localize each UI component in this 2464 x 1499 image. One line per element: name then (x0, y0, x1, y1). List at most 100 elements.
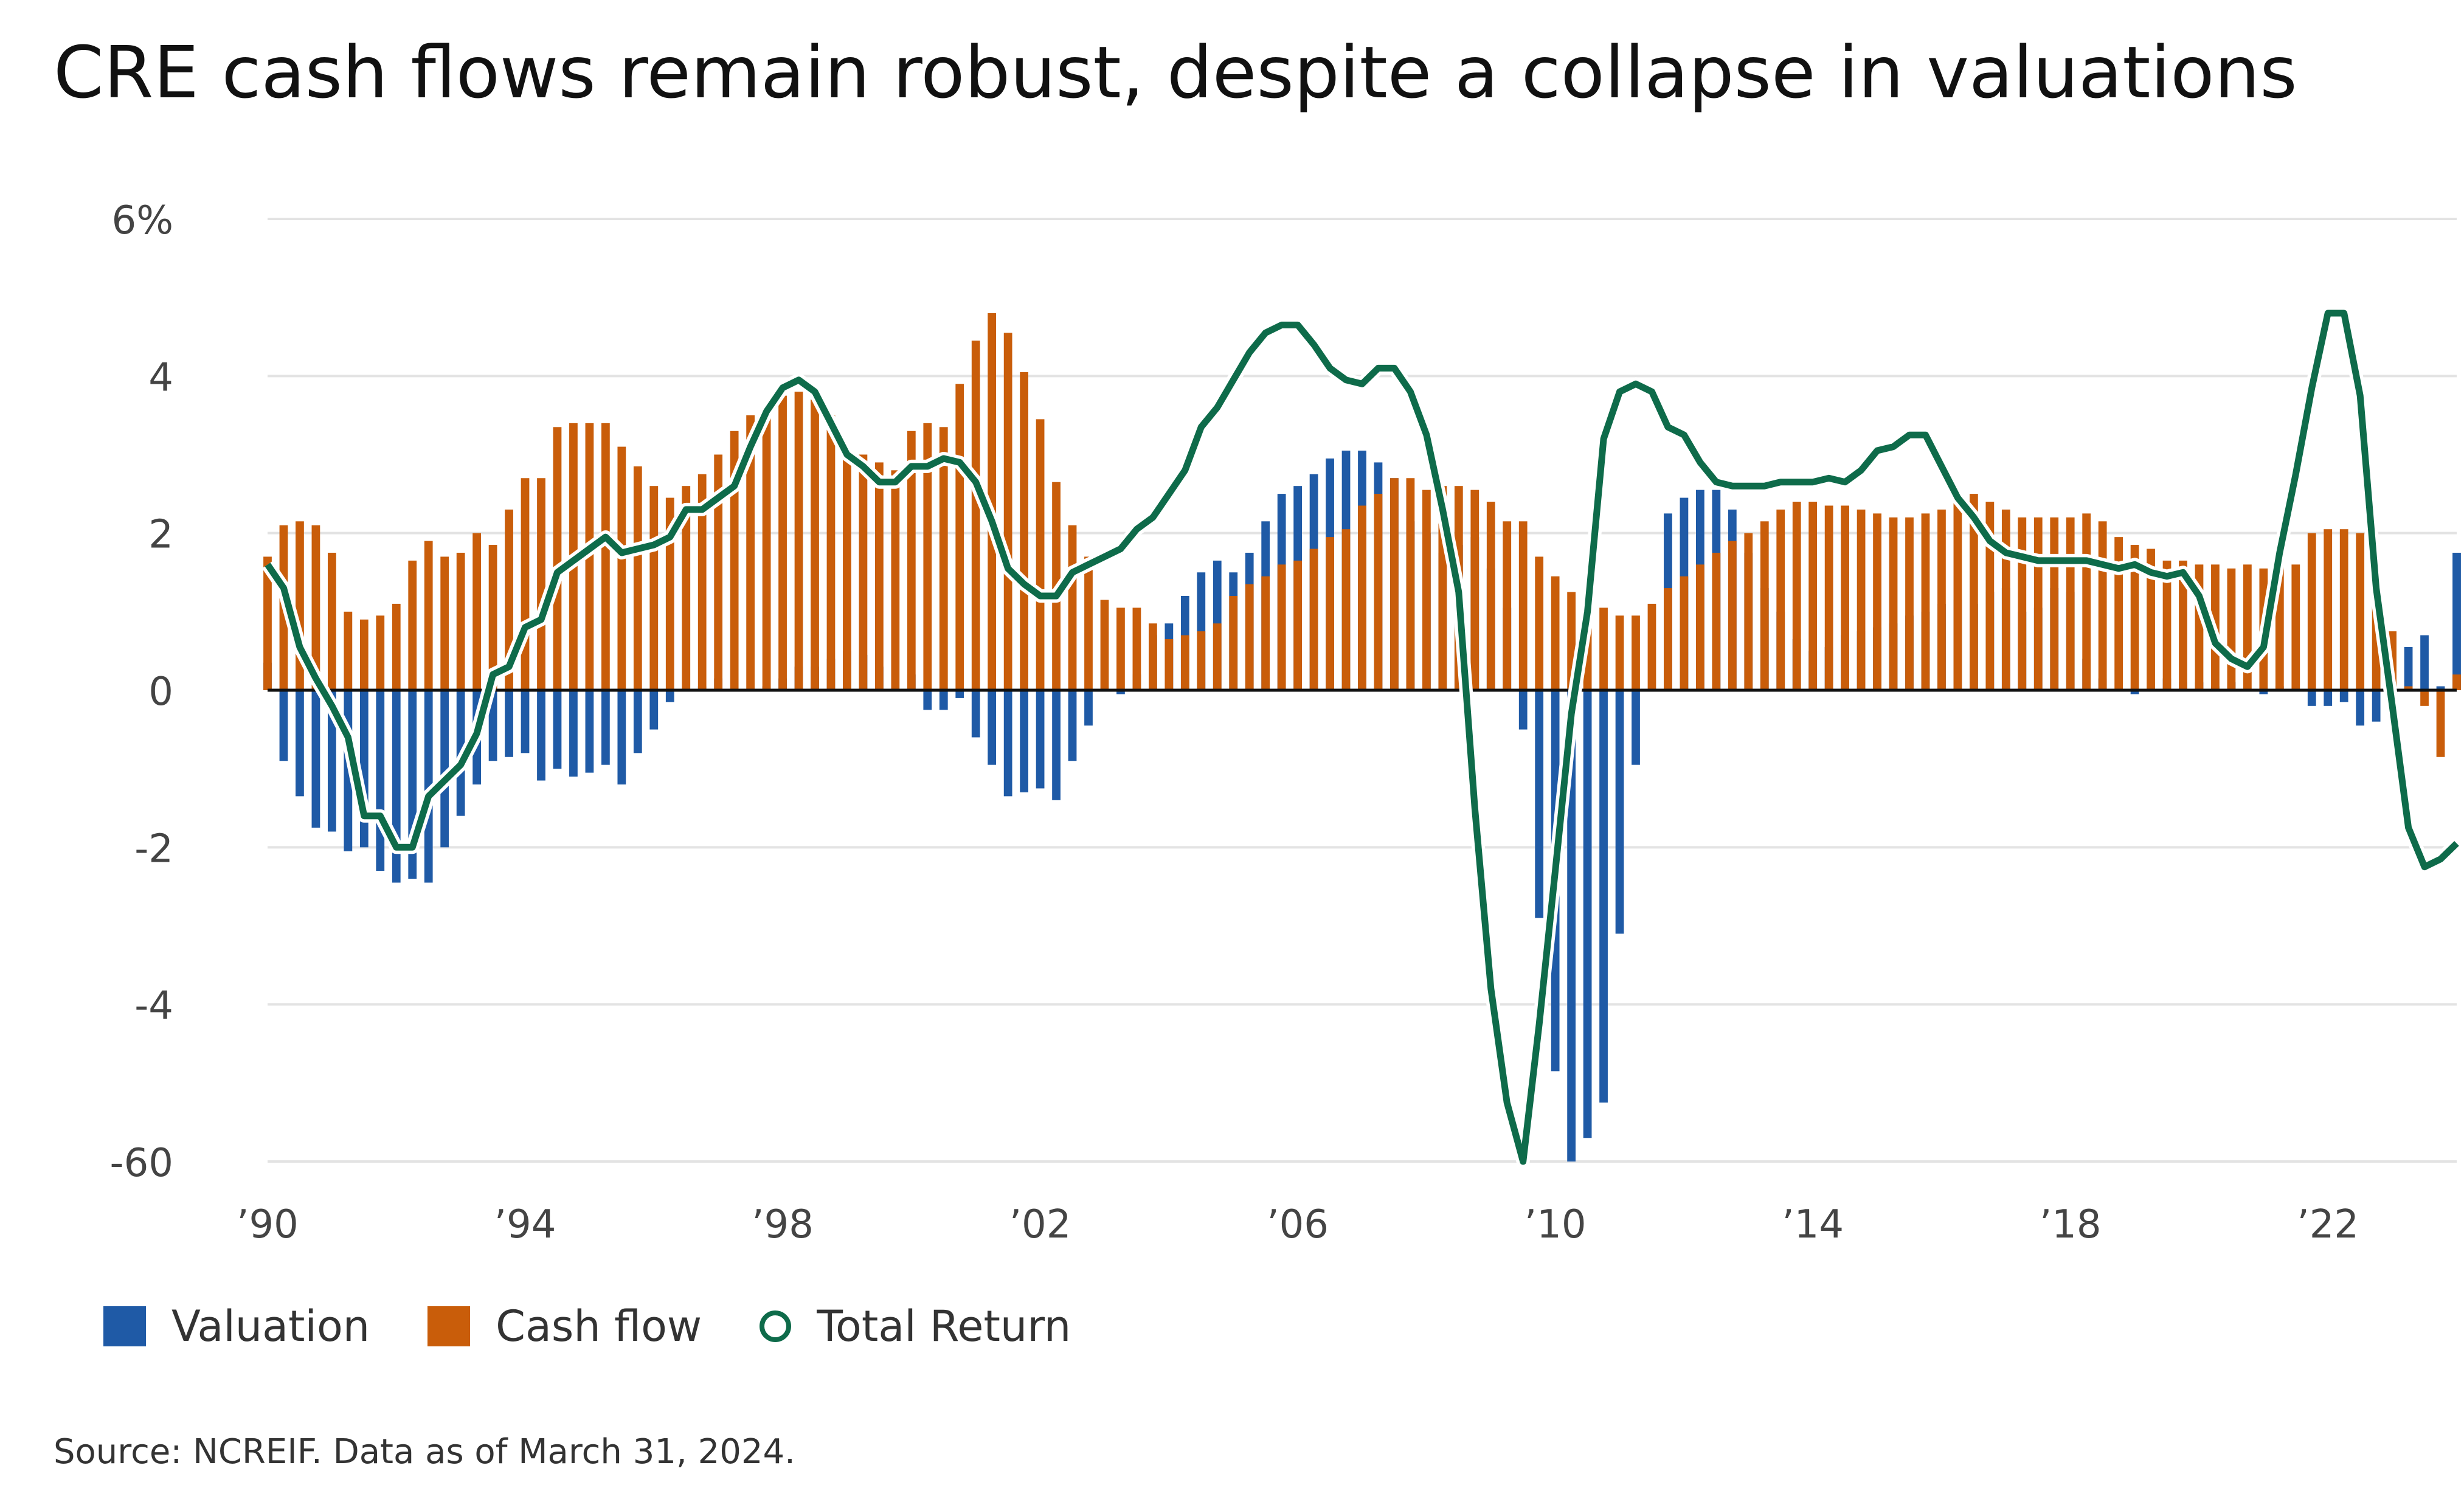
legend: Valuation Cash flow Total Return (103, 1301, 1129, 1351)
cash-flow-bar (1116, 608, 1125, 690)
cash-flow-bar (1744, 533, 1753, 690)
cash-flow-bar (1696, 564, 1704, 690)
cash-flow-bar (2033, 517, 2043, 690)
valuation-bar (1567, 690, 1576, 1161)
y-tick-label: -4 (134, 984, 173, 1029)
cash-flow-bar (1341, 529, 1351, 690)
cash-flow-bar (939, 427, 948, 690)
valuation-bar (521, 690, 530, 753)
cash-flow-bar (1374, 494, 1383, 690)
x-tick-label: ’98 (752, 1202, 814, 1247)
valuation-bar (2339, 690, 2348, 702)
cash-flow-bar (682, 486, 691, 690)
cash-flow-bar (2404, 686, 2413, 690)
valuation-bar (505, 690, 513, 757)
valuation-bar (955, 690, 964, 698)
cash-flow-bar (2082, 513, 2091, 690)
cash-flow-bar (1165, 639, 1174, 690)
cash-flow-bar (826, 415, 836, 690)
cash-flow-bar (1518, 521, 1528, 690)
cash-flow-bar (1664, 588, 1672, 690)
valuation-bar (2130, 690, 2139, 694)
cash-flow-bar (2114, 537, 2123, 690)
x-tick-label: ’22 (2297, 1202, 2359, 1247)
legend-label-total-return: Total Return (817, 1301, 1071, 1351)
cash-flow-bar (1728, 541, 1737, 690)
cash-flow-bar (971, 341, 980, 690)
valuation-bar (279, 690, 288, 761)
cash-flow-bar (1503, 521, 1512, 690)
cash-flow-bar (875, 462, 884, 690)
valuation-bar (617, 690, 626, 784)
valuation-bar (311, 690, 320, 828)
cash-flow-bar (1003, 333, 1012, 690)
cash-flow-bar (2098, 521, 2107, 690)
valuation-bar (376, 690, 385, 871)
cash-flow-bar (488, 545, 497, 690)
cash-flow-bar (344, 611, 353, 690)
legend-label-valuation: Valuation (171, 1301, 370, 1351)
cash-flow-bar (907, 431, 916, 690)
cash-flow-bar (311, 525, 320, 690)
cash-flow-bar (1245, 584, 1254, 690)
cash-flow-bar (2307, 533, 2316, 690)
cash-flow-bar (1180, 635, 1189, 690)
cash-flow-bar (440, 556, 449, 690)
valuation-bar (1036, 690, 1045, 789)
cash-flow-bar (697, 474, 707, 690)
cash-flow-bar (1889, 517, 1898, 690)
y-tick-label: 4 (148, 355, 173, 400)
cash-flow-bar (1873, 513, 1881, 690)
valuation-bar (296, 690, 304, 797)
cash-flow-bar (2018, 517, 2027, 690)
cash-flow-bar (2179, 560, 2187, 690)
valuation-bar (424, 690, 433, 883)
total-return-circle-icon (760, 1310, 792, 1342)
legend-label-cash-flow: Cash flow (496, 1301, 702, 1351)
valuation-bar (2420, 635, 2429, 690)
cash-flow-bar (762, 407, 771, 690)
cash-flow-bar (1100, 600, 1109, 690)
valuation-bar (649, 690, 659, 730)
cash-flow-bar (1293, 560, 1302, 690)
x-tick-label: ’14 (1782, 1202, 1844, 1247)
cash-flow-bar (1309, 549, 1318, 690)
cash-flow-bar (2356, 533, 2365, 690)
valuation-bar (440, 690, 449, 848)
cash-flow-bar (2420, 690, 2429, 706)
valuation-bar (1518, 690, 1528, 730)
cash-flow-bar (1535, 556, 1544, 690)
cash-flow-bar (714, 454, 723, 690)
cash-flow-bar (2050, 517, 2059, 690)
y-axis-ticks: -60 -4 -2 0 2 4 6% (109, 198, 173, 1186)
cash-flow-bar (891, 470, 900, 690)
cash-flow-bar (1068, 525, 1077, 690)
cash-flow-bar (1599, 608, 1608, 690)
valuation-bar (1052, 690, 1061, 800)
cash-flow-bar (1213, 623, 1222, 690)
x-tick-label: ’10 (1524, 1202, 1587, 1247)
cash-flow-bar (1197, 631, 1206, 690)
cash-flow-bar (1824, 505, 1833, 690)
valuation-bar (2259, 690, 2268, 694)
cash-flow-bar (424, 541, 433, 690)
cash-flow-swatch (427, 1306, 471, 1346)
cash-flow-bar (617, 446, 626, 690)
cash-flow-bar (408, 560, 417, 690)
cash-flow-bar (2147, 549, 2155, 690)
cash-flow-bar (2324, 529, 2333, 690)
cash-flow-bar (2227, 568, 2236, 690)
cash-flow-bar (376, 615, 385, 690)
cash-flow-bar (1551, 576, 1560, 690)
y-tick-label: 0 (148, 670, 173, 715)
valuation-bar (988, 690, 997, 765)
cash-flow-bar (2066, 517, 2075, 690)
cash-flow-bar (923, 423, 932, 690)
cash-flow-bar (521, 478, 530, 690)
valuation-bar (1583, 690, 1592, 1138)
cash-flow-bar (649, 486, 659, 690)
cash-flow-bar (537, 478, 545, 690)
cash-flow-bar (2436, 690, 2445, 757)
cash-flow-bar (1857, 509, 1866, 690)
x-tick-label: ’94 (494, 1202, 556, 1247)
